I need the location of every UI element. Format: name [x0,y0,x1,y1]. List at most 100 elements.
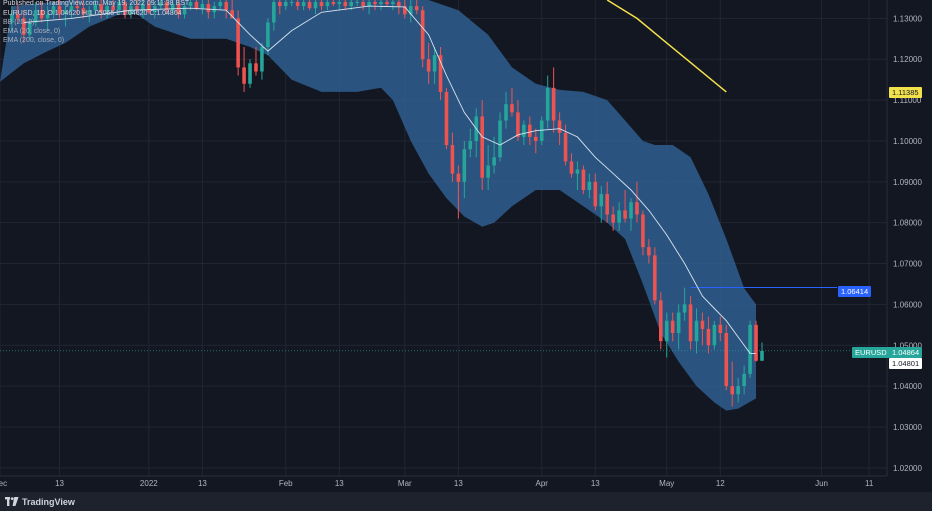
candle-body [426,59,431,72]
candle [569,153,574,178]
candle [760,342,764,361]
candle-body [575,169,580,174]
ema20-price-badge: 1.04801 [889,358,923,369]
candle-body [718,324,723,333]
candle [516,100,520,141]
candle-body [45,14,50,19]
candle [242,46,246,92]
candle [93,0,98,15]
candle-body [635,202,639,215]
level-price-badge[interactable]: 1.06414 [838,286,872,297]
candle [432,46,437,84]
candle-body [391,2,395,5]
candle-body [420,10,425,60]
candle-body [200,4,205,9]
candle-body [182,6,187,15]
candle [593,173,598,211]
candle-body [266,22,270,47]
candle [498,112,502,162]
candle-body [63,10,68,15]
candle [617,202,621,231]
y-tick-label: 1.09000 [893,178,922,187]
candle [748,320,752,378]
ema200-price-badge: 1.11385 [889,87,922,98]
candle [700,312,705,346]
bollinger-band-fill [0,0,756,411]
candle-body [22,18,26,35]
price-axis[interactable]: 1.02000 1.03000 1.04000 1.05000 1.06000 1.070… [893,14,922,472]
candle-body [93,4,98,11]
candle-body [462,149,467,182]
x-tick-label: 13 [591,479,600,488]
candle-body [27,22,32,35]
candle [736,377,740,403]
candle-body [99,4,103,13]
indicator-ema200[interactable]: EMA (200, close, 0) [3,37,65,44]
candle-body [147,4,151,13]
x-tick-label: 13 [55,479,64,488]
x-tick-label: Apr [535,479,548,488]
candle-body [641,214,645,248]
candle-body [539,120,544,141]
candle [158,0,163,11]
candle [295,0,300,11]
candle [51,2,56,19]
candle [545,75,550,129]
candle-body [325,2,330,7]
candle [16,4,20,23]
tradingview-logo[interactable]: TradingView [5,497,75,507]
candles [10,0,764,407]
indicator-ema20[interactable]: EMA (20, close, 0) [3,28,61,35]
candle-body [367,2,371,7]
candle-body [248,63,252,84]
candle-body [605,194,609,215]
candle [301,0,306,11]
candle [355,0,359,7]
candle-body [730,386,735,395]
candle [283,0,288,11]
candle-body [658,300,663,342]
candle-body [700,320,705,329]
candle-body [528,124,532,137]
candle-body [533,136,538,141]
ema200-line [606,0,727,93]
candle [539,116,544,146]
candle [57,0,62,19]
candle-body [599,194,604,207]
candle [260,42,264,80]
candle [367,0,371,15]
candle [147,0,151,15]
candle-body [522,124,526,137]
candle [712,320,717,350]
candle-body [403,6,407,15]
x-tick-label: 11 [865,479,874,488]
y-tick-label: 1.12000 [893,55,922,64]
x-tick-label: 13 [454,479,463,488]
candle [492,136,496,174]
candle [504,91,508,129]
price-chart[interactable]: 1.02000 1.03000 1.04000 1.05000 1.06000 1.070… [0,0,932,492]
time-axis[interactable]: Dec 13 2022 13 Feb 13 Mar 13 Apr 13 May 12 Jun 11 [0,479,874,488]
candle [361,0,365,11]
x-tick-label: Dec [0,479,7,488]
candle [718,316,723,342]
candle-body [724,332,729,387]
candle [164,0,169,15]
candle [575,161,580,190]
candle [587,173,592,199]
candle-body [557,120,562,133]
indicator-bb[interactable]: BB (20, 2) [3,19,35,26]
candle-body [188,2,193,7]
symbol-tag: EURUSD [852,347,890,358]
candle [611,206,615,231]
footer-bar: TradingView [0,492,932,511]
candle [289,0,294,7]
candle-body [551,87,556,121]
candle [480,100,484,190]
candle-body [432,55,437,72]
candle-body [283,2,288,7]
candle [623,189,627,223]
y-tick-label: 1.03000 [893,423,922,432]
candle-body [176,4,181,15]
candle [39,2,44,23]
